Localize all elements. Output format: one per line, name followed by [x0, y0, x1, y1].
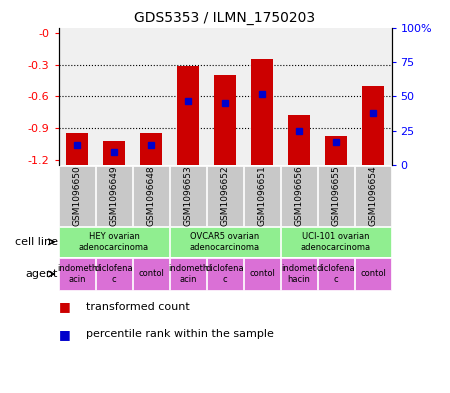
Title: GDS5353 / ILMN_1750203: GDS5353 / ILMN_1750203	[135, 11, 315, 25]
FancyBboxPatch shape	[207, 166, 243, 226]
Text: ■: ■	[58, 300, 70, 313]
Text: HEY ovarian
adenocarcinoma: HEY ovarian adenocarcinoma	[79, 232, 149, 252]
FancyBboxPatch shape	[318, 166, 354, 226]
Text: GSM1096650: GSM1096650	[72, 165, 81, 226]
Bar	[140, 134, 162, 165]
Bar	[214, 75, 236, 165]
Text: diclofena
c: diclofena c	[206, 264, 244, 284]
Text: UCI-101 ovarian
adenocarcinoma: UCI-101 ovarian adenocarcinoma	[301, 232, 371, 252]
FancyBboxPatch shape	[281, 166, 317, 226]
Text: agent: agent	[25, 269, 58, 279]
Text: diclofena
c: diclofena c	[94, 264, 133, 284]
Text: percentile rank within the sample: percentile rank within the sample	[86, 329, 274, 339]
Text: contol: contol	[360, 270, 386, 279]
FancyBboxPatch shape	[170, 227, 280, 257]
Bar	[103, 141, 125, 165]
Text: GSM1096651: GSM1096651	[257, 165, 266, 226]
Text: OVCAR5 ovarian
adenocarcinoma: OVCAR5 ovarian adenocarcinoma	[190, 232, 260, 252]
FancyBboxPatch shape	[355, 258, 391, 290]
Bar	[362, 86, 384, 165]
FancyBboxPatch shape	[59, 227, 169, 257]
FancyBboxPatch shape	[133, 258, 169, 290]
Text: GSM1096649: GSM1096649	[109, 165, 118, 226]
Text: transformed count: transformed count	[86, 301, 189, 312]
Text: diclofena
c: diclofena c	[317, 264, 356, 284]
Bar	[66, 134, 88, 165]
FancyBboxPatch shape	[355, 166, 391, 226]
Text: contol: contol	[249, 270, 275, 279]
Text: indometh
acin: indometh acin	[168, 264, 208, 284]
Bar	[177, 66, 199, 165]
Bar	[251, 59, 273, 165]
FancyBboxPatch shape	[96, 166, 132, 226]
FancyBboxPatch shape	[207, 258, 243, 290]
FancyBboxPatch shape	[133, 166, 169, 226]
Text: contol: contol	[138, 270, 164, 279]
FancyBboxPatch shape	[244, 166, 280, 226]
Text: GSM1096655: GSM1096655	[332, 165, 341, 226]
Text: GSM1096653: GSM1096653	[184, 165, 193, 226]
FancyBboxPatch shape	[59, 166, 95, 226]
Text: cell line: cell line	[15, 237, 58, 247]
FancyBboxPatch shape	[281, 227, 391, 257]
FancyBboxPatch shape	[318, 258, 354, 290]
Text: GSM1096652: GSM1096652	[220, 165, 230, 226]
FancyBboxPatch shape	[170, 166, 206, 226]
FancyBboxPatch shape	[59, 258, 95, 290]
FancyBboxPatch shape	[96, 258, 132, 290]
Bar	[288, 116, 310, 165]
Text: ■: ■	[58, 327, 70, 341]
Bar	[325, 136, 347, 165]
FancyBboxPatch shape	[244, 258, 280, 290]
Text: indomet
hacin: indomet hacin	[282, 264, 316, 284]
Text: indometh
acin: indometh acin	[57, 264, 97, 284]
FancyBboxPatch shape	[281, 258, 317, 290]
Text: GSM1096648: GSM1096648	[147, 165, 156, 226]
Text: GSM1096654: GSM1096654	[369, 165, 378, 226]
FancyBboxPatch shape	[170, 258, 206, 290]
Text: GSM1096656: GSM1096656	[294, 165, 303, 226]
